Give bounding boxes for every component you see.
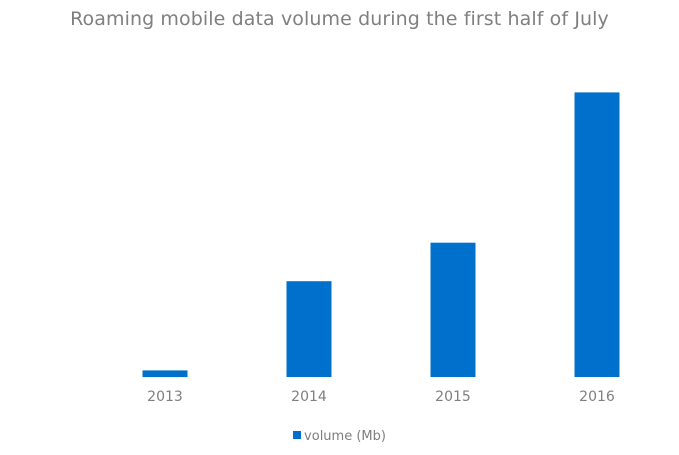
chart-title: Roaming mobile data volume during the fi… — [70, 8, 609, 30]
legend-swatch — [293, 431, 302, 439]
bar-2014 — [286, 281, 332, 377]
x-tick-label-2015: 2015 — [435, 389, 471, 405]
x-tick-label-2014: 2014 — [291, 389, 327, 405]
x-tick-label-2016: 2016 — [579, 389, 615, 405]
bar-2016 — [574, 92, 620, 378]
bar-2013 — [142, 370, 188, 378]
bar-2015 — [430, 242, 476, 377]
x-tick-label-2013: 2013 — [147, 389, 183, 405]
legend-label: volume (Mb) — [304, 429, 386, 444]
legend: volume (Mb) — [0, 429, 679, 444]
